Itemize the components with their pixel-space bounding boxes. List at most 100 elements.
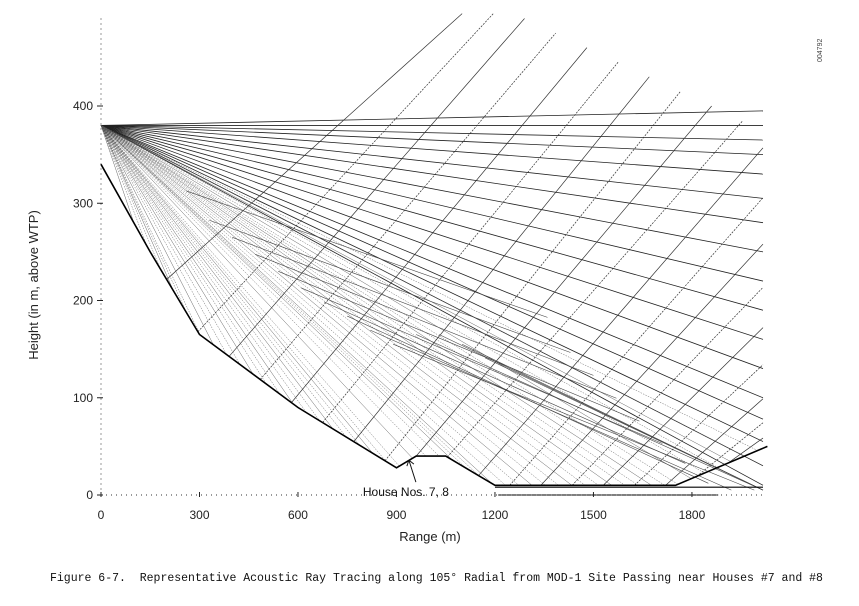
ray-incident-38 bbox=[100, 125, 639, 486]
ray-secondary-0 bbox=[186, 190, 548, 318]
figure-caption-text: Representative Acoustic Ray Tracing alon… bbox=[139, 572, 823, 585]
ray-direct-8 bbox=[100, 125, 764, 282]
ray-paths bbox=[100, 13, 764, 491]
ray-incident-29 bbox=[100, 125, 519, 486]
ground-line bbox=[100, 163, 768, 487]
ray-incident-24 bbox=[100, 125, 453, 461]
ray-incident-25 bbox=[100, 125, 466, 469]
ray-direct-14 bbox=[100, 125, 764, 442]
figure-label: Figure 6-7. bbox=[50, 572, 126, 585]
ray-incident-1 bbox=[100, 125, 148, 247]
ray-incident-4 bbox=[100, 125, 188, 314]
x-tick-label-1800: 1800 bbox=[679, 508, 706, 522]
ray-incident-0 bbox=[100, 125, 135, 223]
ray-incident-13 bbox=[100, 125, 307, 413]
ray-incident-10 bbox=[100, 125, 267, 385]
ray-incident-15 bbox=[100, 125, 334, 429]
y-tick-label-300: 300 bbox=[73, 196, 93, 210]
ray-reflected-17 bbox=[696, 422, 764, 477]
ray-incident-31 bbox=[100, 125, 546, 486]
ray-reflected-15 bbox=[634, 364, 764, 486]
ray-incident-40 bbox=[100, 125, 665, 486]
ray-reflected-4 bbox=[291, 47, 588, 403]
ray-direct-4 bbox=[100, 125, 764, 175]
ray-incident-8 bbox=[100, 125, 241, 365]
ray-incident-17 bbox=[100, 125, 360, 446]
ray-secondary-1 bbox=[209, 219, 571, 353]
ray-secondary-10 bbox=[416, 334, 764, 491]
ray-reflected-16 bbox=[665, 398, 764, 486]
ray-incident-44 bbox=[100, 125, 718, 468]
x-axis-label: Range (m) bbox=[399, 529, 460, 544]
x-tick-label-600: 600 bbox=[288, 508, 308, 522]
x-tick-label-0: 0 bbox=[98, 508, 105, 522]
ray-incident-34 bbox=[100, 125, 586, 486]
ray-direct-2 bbox=[100, 125, 764, 141]
ray-reflected-18 bbox=[727, 437, 764, 464]
ray-incident-21 bbox=[100, 125, 413, 459]
ray-direct-11 bbox=[100, 125, 764, 369]
ray-incident-20 bbox=[100, 125, 400, 467]
ray-incident-11 bbox=[100, 125, 281, 395]
ray-incident-33 bbox=[100, 125, 572, 486]
ray-incident-39 bbox=[100, 125, 652, 486]
ray-secondary-12 bbox=[461, 343, 764, 491]
ray-incident-36 bbox=[100, 125, 612, 486]
ray-direct-15 bbox=[100, 125, 764, 467]
figure-caption: Figure 6-7. Representative Acoustic Ray … bbox=[50, 572, 850, 586]
ray-reflected-2 bbox=[228, 18, 525, 357]
ray-incident-5 bbox=[100, 125, 201, 336]
x-tick-label-1200: 1200 bbox=[482, 508, 509, 522]
ray-reflected-7 bbox=[384, 91, 681, 461]
ray-incident-12 bbox=[100, 125, 294, 404]
ray-reflected-14 bbox=[603, 327, 764, 486]
ray-secondary-2 bbox=[232, 237, 594, 376]
ray-secondary-6 bbox=[324, 301, 686, 464]
ground-profile bbox=[100, 163, 768, 496]
ray-incident-45 bbox=[100, 125, 732, 462]
x-tick-label-300: 300 bbox=[189, 508, 209, 522]
ray-reflected-0 bbox=[166, 13, 463, 280]
ray-secondary-9 bbox=[393, 343, 755, 491]
ray-incident-27 bbox=[100, 125, 493, 484]
ray-direct-0 bbox=[100, 110, 764, 126]
ray-reflected-9 bbox=[447, 120, 744, 458]
ray-incident-47 bbox=[100, 125, 758, 451]
tick-marks: 0 300 600 900 1200 1500 1800 0 100 200 300 400 bbox=[73, 99, 706, 522]
ray-incident-14 bbox=[100, 125, 320, 421]
ray-reflected-13 bbox=[571, 287, 764, 486]
x-tick-label-1500: 1500 bbox=[580, 508, 607, 522]
ray-incident-6 bbox=[100, 125, 214, 345]
ray-incident-37 bbox=[100, 125, 626, 486]
ray-reflected-11 bbox=[509, 197, 764, 486]
ray-incident-26 bbox=[100, 125, 480, 476]
ray-secondary-4 bbox=[278, 271, 640, 422]
y-tick-label-100: 100 bbox=[73, 391, 93, 405]
ray-reflected-3 bbox=[259, 32, 556, 380]
ray-direct-5 bbox=[100, 125, 764, 199]
ray-incident-23 bbox=[100, 125, 440, 457]
document-stamp: 004792 bbox=[817, 39, 824, 62]
ray-incident-46 bbox=[100, 125, 745, 457]
ray-direct-16 bbox=[100, 125, 764, 486]
y-axis-label: Height (in m, above WTP) bbox=[26, 210, 41, 360]
ray-direct-3 bbox=[100, 125, 764, 156]
ray-reflected-5 bbox=[322, 62, 619, 423]
house-annotation-arrow bbox=[406, 459, 417, 483]
ray-direct-9 bbox=[100, 125, 764, 311]
ray-incident-35 bbox=[100, 125, 599, 486]
ray-incident-30 bbox=[100, 125, 533, 486]
ray-secondary-3 bbox=[255, 254, 617, 399]
ray-direct-7 bbox=[100, 125, 764, 253]
ray-direct-12 bbox=[100, 125, 764, 399]
x-tick-label-900: 900 bbox=[386, 508, 406, 522]
ray-reflected-1 bbox=[197, 13, 494, 333]
ray-reflected-12 bbox=[540, 243, 764, 486]
ray-reflected-10 bbox=[478, 147, 764, 476]
house-annotation: House Nos. 7, 8 bbox=[363, 485, 449, 499]
y-tick-label-0: 0 bbox=[86, 488, 93, 502]
ray-secondary-5 bbox=[301, 287, 663, 444]
ray-secondary-8 bbox=[370, 329, 732, 491]
ray-incident-42 bbox=[100, 125, 692, 479]
ray-secondary-13 bbox=[484, 357, 764, 491]
